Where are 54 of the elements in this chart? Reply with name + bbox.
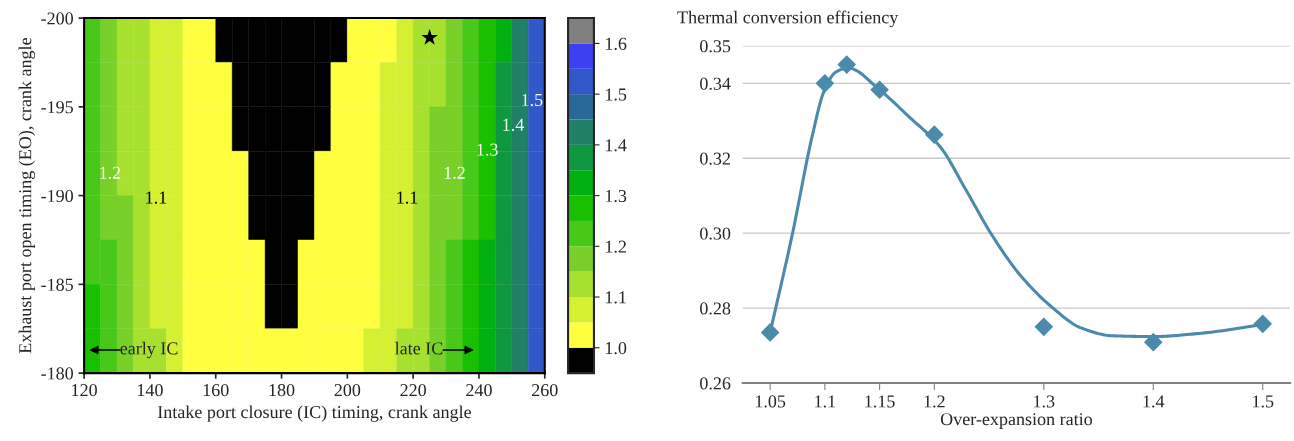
color-bar-label: 1.3 bbox=[605, 189, 627, 203]
color-bar-label: 1.0 bbox=[605, 341, 627, 355]
annotation: 1.2 bbox=[100, 166, 121, 179]
y-tick-label: 0.30 bbox=[700, 227, 731, 240]
x-tick-label: 180 bbox=[269, 384, 295, 397]
y-tick-label: -200 bbox=[41, 12, 74, 25]
x-tick-label: 120 bbox=[72, 384, 97, 397]
annotation: 1.1 bbox=[146, 191, 167, 204]
point bbox=[760, 323, 780, 342]
y-axis-title: Exhaust port open timing (EO), crank angle bbox=[18, 38, 36, 354]
annotation: 1.5 bbox=[522, 93, 543, 107]
x-tick-label: 160 bbox=[203, 384, 229, 397]
x-tick-label: 1.2 bbox=[924, 395, 945, 408]
y-tick-label: 0.34 bbox=[700, 77, 731, 90]
point bbox=[1253, 314, 1273, 334]
y-axis-title: Thermal conversion efficiency bbox=[677, 10, 899, 28]
annotation: 1.1 bbox=[397, 191, 418, 204]
x-tick-label: 140 bbox=[137, 384, 163, 397]
y-tick-label: -185 bbox=[41, 278, 73, 291]
x-tick-label: 1.15 bbox=[865, 395, 895, 408]
y-tick-label: -180 bbox=[41, 367, 74, 380]
y-tick-label: 0.28 bbox=[700, 302, 731, 315]
annotation: early IC bbox=[120, 341, 178, 359]
x-tick-label: 240 bbox=[466, 384, 492, 397]
x-tick-label: 1.4 bbox=[1143, 395, 1165, 408]
point bbox=[815, 74, 835, 93]
x-tick-label: 260 bbox=[532, 384, 558, 397]
x-tick-label: 1.1 bbox=[815, 395, 836, 408]
x-axis-title: Intake port closure (IC) timing, crank angle bbox=[157, 405, 471, 422]
y-tick-label: 0.35 bbox=[700, 40, 731, 53]
x-tick-label: 200 bbox=[334, 384, 361, 397]
x-tick-label: 1.5 bbox=[1253, 395, 1274, 408]
point bbox=[870, 80, 889, 100]
x-tick-label: 1.05 bbox=[755, 395, 786, 408]
y-tick-label: -195 bbox=[41, 101, 73, 114]
color-bar-label: 1.2 bbox=[605, 240, 626, 253]
annotation: late IC bbox=[395, 341, 443, 355]
x-tick-label: 1.3 bbox=[1034, 395, 1055, 408]
color-bar-label: 1.4 bbox=[605, 139, 627, 152]
point bbox=[925, 125, 944, 144]
annotation: 1.2 bbox=[444, 166, 465, 179]
y-tick-label: 0.32 bbox=[700, 152, 730, 165]
annotation: 1.4 bbox=[503, 118, 524, 131]
y-tick-label: -190 bbox=[41, 189, 74, 203]
y-tick-label: 0.26 bbox=[700, 377, 731, 390]
color-bar-label: 1.6 bbox=[605, 37, 627, 50]
annotation: 1.3 bbox=[477, 143, 498, 156]
point bbox=[1143, 332, 1163, 352]
point bbox=[1034, 317, 1054, 337]
x-tick-label: 220 bbox=[400, 384, 427, 397]
color-bar-label: 1.1 bbox=[605, 291, 626, 304]
color-bar-label: 1.5 bbox=[605, 88, 627, 101]
point bbox=[837, 55, 857, 74]
x-axis-title: Over-expansion ratio bbox=[940, 413, 1093, 429]
